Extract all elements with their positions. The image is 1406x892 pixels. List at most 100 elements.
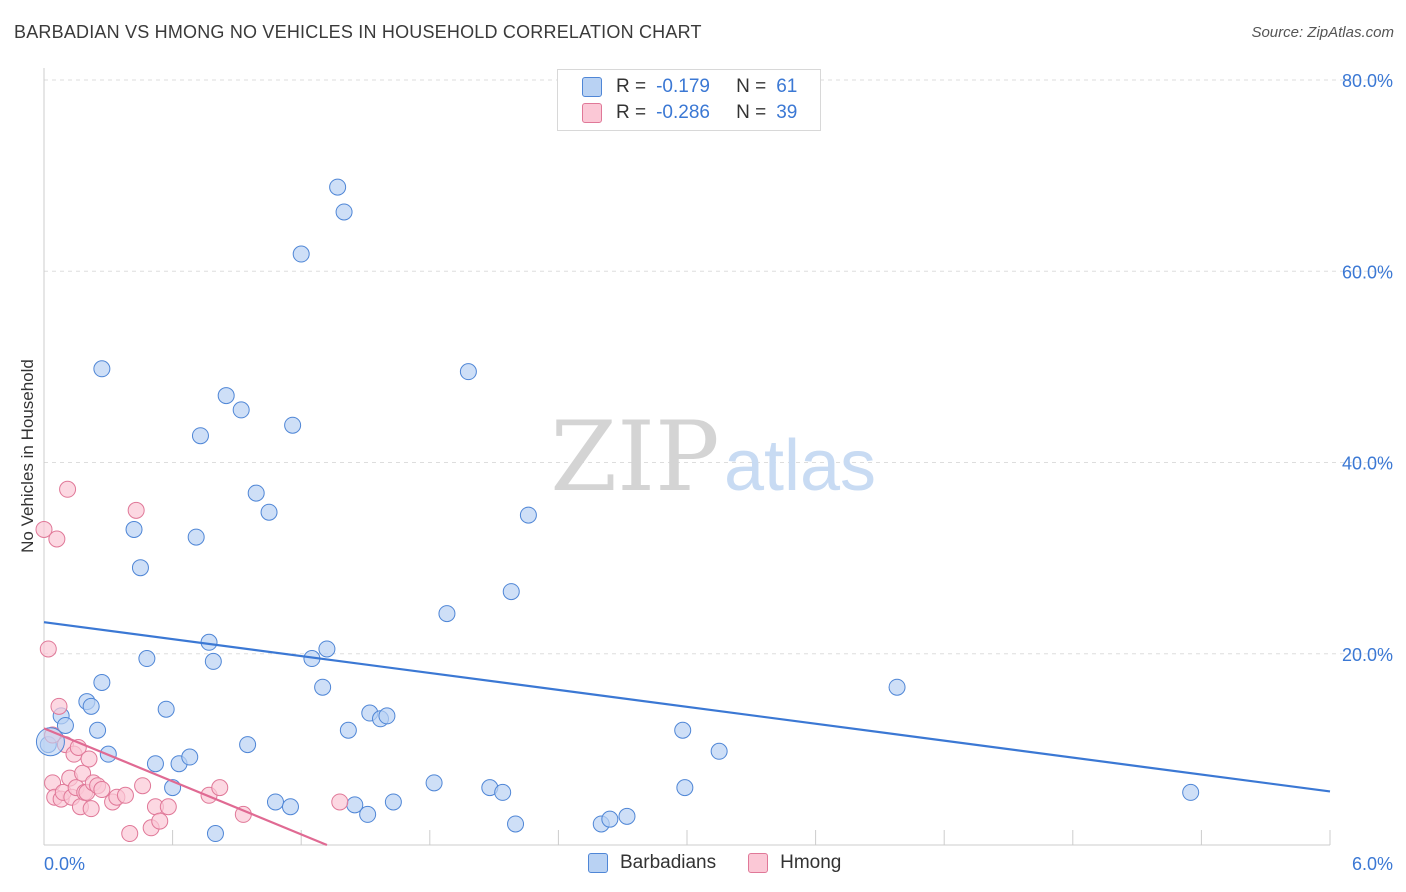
source-label: Source: ZipAtlas.com (1251, 24, 1394, 41)
barbadian-point (438, 605, 456, 623)
r-label: R = (616, 76, 647, 97)
barbadian-point (384, 793, 402, 811)
barbadian-trend-line (43, 621, 1331, 793)
legend-label-barbadians: Barbadians (620, 852, 717, 873)
barbadian-point (138, 650, 156, 668)
barbadian-point (247, 484, 265, 502)
legend-item-barbadians[interactable]: Barbadians (588, 852, 716, 874)
barbadian-point (239, 736, 257, 754)
barbadian-point (56, 716, 74, 734)
y-tick-label: 40.0% (1342, 454, 1393, 474)
barbadian-point (281, 798, 299, 816)
barbadian-point (359, 805, 377, 823)
barbadian-point (266, 793, 284, 811)
barbadian-point (888, 678, 906, 696)
hmong-point (331, 793, 349, 811)
barbadian-point (187, 528, 205, 546)
hmong-point (48, 530, 66, 548)
barbadian-point (217, 387, 235, 405)
barbadian-point (284, 416, 302, 434)
chart-title: BARBADIAN VS HMONG NO VEHICLES IN HOUSEH… (14, 22, 702, 42)
hmong-point (134, 777, 152, 795)
barbadian-point (125, 520, 143, 538)
barbadian-point (425, 774, 443, 792)
r-value: -0.179 (656, 76, 710, 97)
n-value: 61 (776, 76, 798, 97)
barbadian-point (191, 427, 209, 445)
hmong-point (151, 812, 169, 830)
tick-labels: 20.0% 40.0% 60.0% 80.0% 0.0% 6.0% (44, 71, 1393, 874)
barbadian-point (459, 363, 477, 381)
barbadian-point (674, 721, 692, 739)
barbadian-point (710, 742, 728, 760)
barbadian-point (232, 401, 250, 419)
barbadian-point (502, 583, 520, 601)
legend-row-hmong: R = -0.286 N = 39 (582, 100, 797, 126)
barbadian-point (89, 721, 107, 739)
barbadians-swatch (588, 853, 608, 873)
barbadian-point (519, 506, 537, 524)
barbadian-point (618, 807, 636, 825)
x-tick-label: 6.0% (1352, 854, 1393, 874)
barbadian-point (157, 700, 175, 718)
hmong-point (82, 800, 100, 818)
barbadian-point (378, 707, 396, 725)
barbadian-point (339, 721, 357, 739)
r-value: -0.286 (656, 102, 710, 123)
hmong-swatch (748, 853, 769, 873)
legend-item-hmong[interactable]: Hmong (748, 852, 841, 874)
barbadian-point (260, 503, 278, 521)
watermark-zip: ZIP (550, 401, 719, 513)
y-tick-label: 80.0% (1342, 71, 1393, 91)
hmong-point (35, 520, 53, 538)
y-tick-label: 60.0% (1342, 262, 1393, 282)
barbadian-point (318, 640, 336, 658)
hmong-point (80, 750, 98, 768)
data-points (35, 178, 1200, 843)
barbadian-point (494, 783, 512, 801)
hmong-point (50, 697, 68, 715)
legend-row-barbadians: R = -0.179 N = 61 (582, 74, 797, 100)
correlation-legend: R = -0.179 N = 61 R = -0.286 N = 39 (557, 69, 821, 131)
barbadian-point (335, 203, 353, 221)
x-tick-label: 0.0% (44, 854, 85, 874)
series-legend: Barbadians Hmong (588, 852, 873, 874)
barbadian-point (146, 755, 164, 773)
y-tick-label: 20.0% (1342, 645, 1393, 665)
barbadian-point (601, 810, 619, 828)
hmong-point (116, 786, 134, 804)
hmong-point (59, 480, 77, 498)
barbadian-point (292, 245, 310, 263)
barbadian-point (507, 815, 525, 833)
n-label: N = (736, 76, 767, 97)
barbadian-point (93, 673, 111, 691)
y-axis-label: No Vehicles in Household (18, 359, 37, 553)
barbadian-point (329, 178, 347, 196)
barbadian-point (131, 559, 149, 577)
legend-label-hmong: Hmong (780, 852, 842, 873)
gridlines (44, 79, 1392, 655)
barbadian-point (82, 697, 100, 715)
hmong-point (121, 825, 139, 843)
hmong-point (159, 798, 177, 816)
hmong-trend-line (43, 727, 328, 847)
barbadian-point (206, 825, 224, 843)
n-label: N = (736, 102, 767, 123)
barbadian-point (181, 748, 199, 766)
hmong-point (127, 501, 145, 519)
hmong-point (39, 640, 57, 658)
barbadian-point (1182, 783, 1200, 801)
barbadian-point (93, 360, 111, 378)
watermark-atlas: atlas (724, 426, 876, 506)
hmong-point (74, 764, 92, 782)
barbadian-point (314, 678, 332, 696)
r-label: R = (616, 102, 647, 123)
hmong-point (211, 779, 229, 797)
hmong-point (93, 781, 111, 799)
barbadians-swatch (582, 77, 602, 97)
watermark: ZIP atlas (550, 401, 876, 513)
axes (43, 68, 1331, 846)
n-value: 39 (776, 102, 798, 123)
barbadian-point (204, 652, 222, 670)
